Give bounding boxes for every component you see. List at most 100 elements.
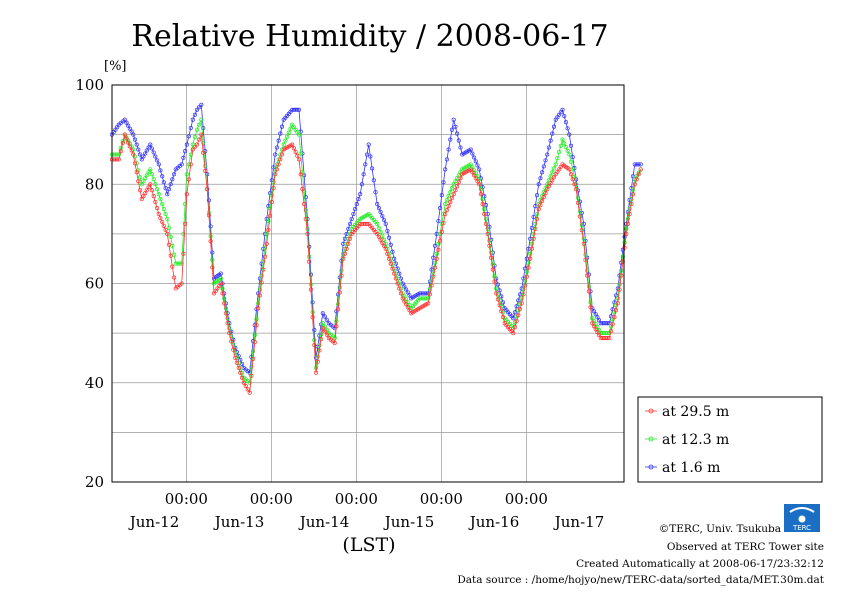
- data-point: [455, 131, 460, 136]
- data-point: [432, 260, 438, 265]
- data-point: [605, 321, 610, 326]
- data-point: [261, 259, 266, 264]
- legend-item: at 1.6 m: [645, 460, 720, 476]
- legend-marker: [648, 408, 654, 414]
- data-point: [363, 162, 368, 167]
- data-point: [251, 356, 256, 361]
- data-point: [511, 331, 516, 336]
- data-point: [397, 286, 402, 291]
- data-point: [222, 296, 227, 301]
- data-point: [186, 177, 191, 182]
- credit-source: Data source : /home/hojyo/new/TERC-data/…: [457, 574, 824, 586]
- legend-marker: [648, 436, 654, 442]
- data-point: [296, 157, 302, 162]
- data-point: [468, 147, 473, 152]
- data-point: [170, 264, 175, 269]
- data-point: [353, 207, 358, 212]
- data-point: [359, 182, 364, 187]
- data-point: [172, 172, 177, 177]
- data-point: [312, 342, 317, 348]
- data-point: [337, 290, 342, 295]
- data-point: [500, 300, 506, 305]
- data-point: [536, 207, 541, 212]
- data-point: [181, 155, 186, 160]
- data-point: [259, 280, 264, 285]
- data-point: [607, 336, 612, 341]
- data-point: [286, 130, 291, 135]
- data-point: [271, 186, 276, 191]
- data-point: [160, 174, 165, 179]
- data-point: [276, 138, 281, 143]
- legend-item: at 12.3 m: [645, 432, 729, 448]
- data-point: [332, 341, 337, 346]
- data-point: [319, 332, 324, 337]
- data-point: [529, 246, 534, 251]
- data-point: [622, 245, 627, 250]
- data-point: [451, 117, 456, 122]
- data-point: [489, 250, 494, 255]
- data-point: [134, 170, 139, 175]
- x-axis-label: (LST): [342, 534, 395, 556]
- y-tick-label: 40: [85, 374, 104, 392]
- data-point: [615, 301, 620, 306]
- data-point: [387, 256, 392, 261]
- data-point: [453, 188, 458, 193]
- data-point: [551, 166, 557, 171]
- data-point: [319, 337, 324, 342]
- data-point: [405, 290, 410, 295]
- data-point: [302, 202, 307, 207]
- data-point: [492, 274, 497, 279]
- data-point: [519, 301, 524, 306]
- data-point: [473, 176, 478, 181]
- x-tick-date: Jun-12: [128, 513, 180, 531]
- data-point: [192, 112, 197, 117]
- data-point: [243, 384, 248, 389]
- data-point: [638, 167, 643, 172]
- data-point: [163, 211, 168, 217]
- data-point: [526, 265, 531, 270]
- data-point: [483, 221, 489, 226]
- data-point: [392, 271, 397, 276]
- data-point: [579, 223, 584, 228]
- data-point: [380, 240, 385, 245]
- data-point: [575, 195, 581, 200]
- data-point: [206, 213, 211, 218]
- data-point: [557, 149, 562, 155]
- data-point: [161, 207, 166, 212]
- data-point: [581, 241, 586, 246]
- data-point: [541, 195, 546, 200]
- data-point: [533, 221, 538, 226]
- data-point: [262, 245, 268, 250]
- data-point: [545, 187, 550, 192]
- data-point: [404, 302, 409, 307]
- data-point: [632, 162, 637, 167]
- data-point: [175, 261, 180, 266]
- data-point: [295, 153, 300, 158]
- data-point: [407, 293, 412, 298]
- data-point: [455, 184, 460, 189]
- data-point: [141, 194, 146, 199]
- data-point: [247, 380, 252, 385]
- data-point: [199, 117, 204, 122]
- data-point: [342, 251, 347, 256]
- data-point: [429, 283, 434, 288]
- data-point: [197, 137, 202, 142]
- data-point: [341, 256, 346, 261]
- data-point: [624, 226, 629, 231]
- data-point: [570, 177, 575, 182]
- data-point: [131, 152, 136, 157]
- data-point: [129, 129, 134, 134]
- data-point: [432, 265, 438, 270]
- data-point: [429, 278, 434, 283]
- data-point: [146, 170, 151, 175]
- data-point: [315, 354, 320, 359]
- data-point: [307, 244, 312, 249]
- data-point: [451, 182, 456, 187]
- y-tick-label: 80: [85, 175, 104, 193]
- x-tick-time: 00:00: [335, 490, 378, 508]
- data-point: [550, 131, 555, 136]
- series-1: [109, 117, 643, 385]
- data-point: [120, 140, 125, 145]
- data-point: [190, 117, 195, 122]
- data-point: [543, 191, 548, 196]
